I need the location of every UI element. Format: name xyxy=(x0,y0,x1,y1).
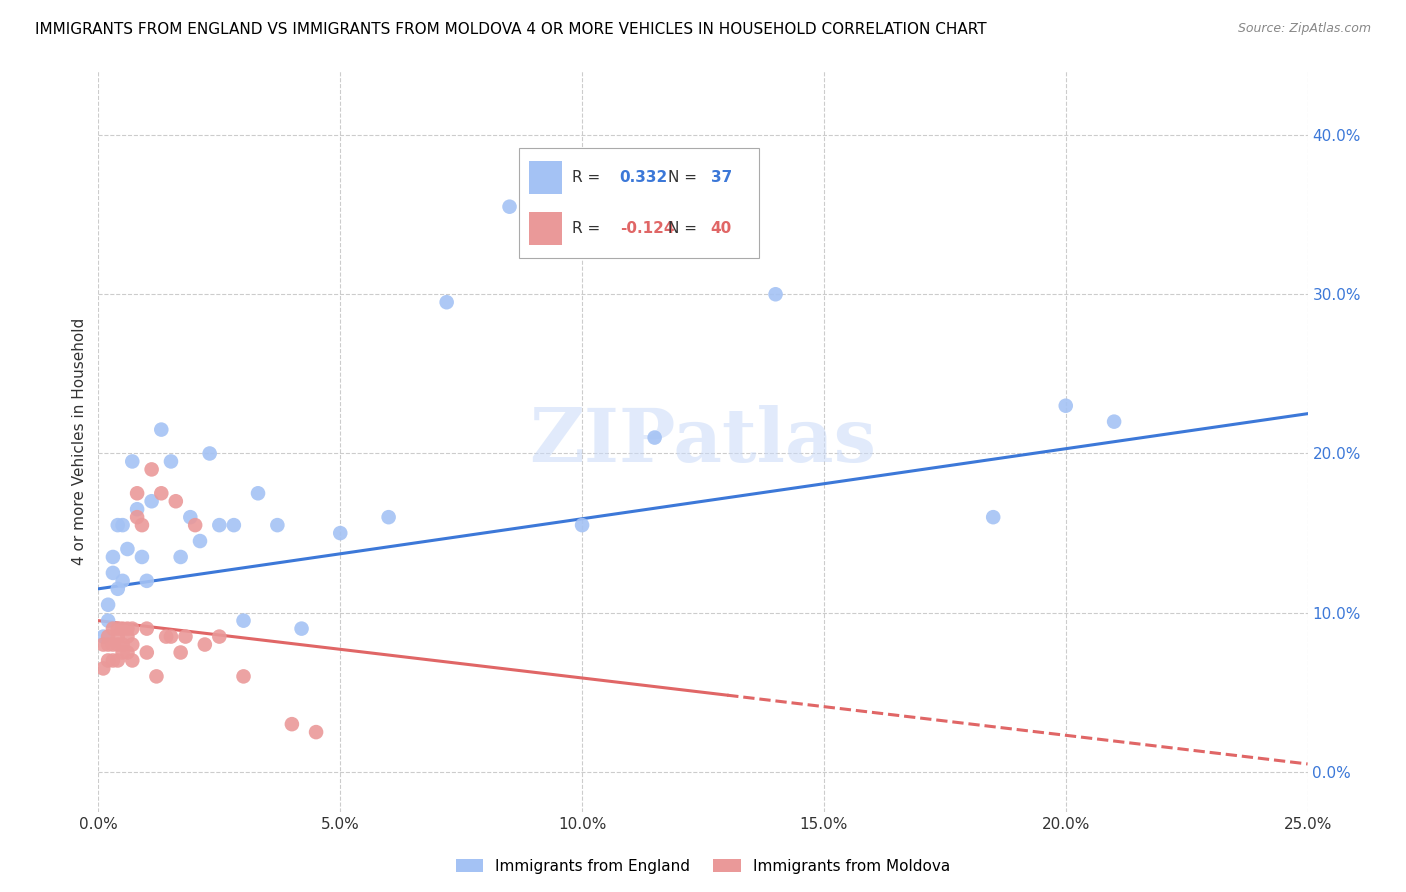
Legend: Immigrants from England, Immigrants from Moldova: Immigrants from England, Immigrants from… xyxy=(450,853,956,880)
Point xyxy=(194,638,217,652)
Point xyxy=(131,549,153,564)
Point xyxy=(97,614,120,628)
Point xyxy=(179,510,201,524)
Point xyxy=(117,622,139,636)
FancyBboxPatch shape xyxy=(529,161,562,194)
Point xyxy=(765,287,787,301)
Point xyxy=(135,574,157,588)
Point xyxy=(91,630,114,644)
FancyBboxPatch shape xyxy=(529,212,562,245)
Point xyxy=(101,566,124,580)
Text: N =: N = xyxy=(668,221,702,236)
Y-axis label: 4 or more Vehicles in Household: 4 or more Vehicles in Household xyxy=(72,318,87,566)
Text: Source: ZipAtlas.com: Source: ZipAtlas.com xyxy=(1237,22,1371,36)
Point xyxy=(111,518,134,533)
Text: R =: R = xyxy=(572,170,605,186)
Point xyxy=(174,630,197,644)
Text: ZIPatlas: ZIPatlas xyxy=(530,405,876,478)
Point xyxy=(169,549,191,564)
Text: 40: 40 xyxy=(711,221,733,236)
Point xyxy=(127,510,149,524)
Point xyxy=(266,518,288,533)
Point xyxy=(107,638,129,652)
Point xyxy=(117,630,139,644)
Point xyxy=(101,622,124,636)
Point xyxy=(107,630,129,644)
Point xyxy=(91,661,114,675)
Point xyxy=(232,669,254,683)
Point xyxy=(101,653,124,667)
Point xyxy=(188,534,211,549)
Point xyxy=(97,653,120,667)
Point xyxy=(208,630,231,644)
Point xyxy=(208,518,231,533)
Point xyxy=(107,653,129,667)
Point xyxy=(145,669,167,683)
Point xyxy=(127,486,149,500)
Point xyxy=(107,582,129,596)
Point xyxy=(290,622,312,636)
Point xyxy=(131,518,153,533)
Point xyxy=(436,295,458,310)
Point xyxy=(571,518,593,533)
Point xyxy=(101,638,124,652)
Point xyxy=(135,622,157,636)
Point xyxy=(498,200,520,214)
Text: 0.332: 0.332 xyxy=(620,170,668,186)
Point xyxy=(281,717,304,731)
Text: IMMIGRANTS FROM ENGLAND VS IMMIGRANTS FROM MOLDOVA 4 OR MORE VEHICLES IN HOUSEHO: IMMIGRANTS FROM ENGLAND VS IMMIGRANTS FR… xyxy=(35,22,987,37)
Point xyxy=(160,630,183,644)
FancyBboxPatch shape xyxy=(519,148,759,258)
Point xyxy=(117,646,139,660)
Point xyxy=(107,622,129,636)
Point xyxy=(169,646,191,660)
Point xyxy=(141,494,163,508)
Text: N =: N = xyxy=(668,170,702,186)
Point xyxy=(329,526,352,541)
Point xyxy=(117,541,139,556)
Point xyxy=(141,462,163,476)
Point xyxy=(222,518,245,533)
Point xyxy=(127,502,149,516)
Point xyxy=(111,574,134,588)
Point xyxy=(232,614,254,628)
Point xyxy=(377,510,399,524)
Point xyxy=(97,638,120,652)
Text: -0.124: -0.124 xyxy=(620,221,673,236)
Point xyxy=(97,630,120,644)
Point xyxy=(184,518,207,533)
Point xyxy=(305,725,328,739)
Point xyxy=(121,454,143,468)
Point xyxy=(150,423,173,437)
Point xyxy=(981,510,1004,524)
Point xyxy=(111,622,134,636)
Point xyxy=(121,638,143,652)
Point xyxy=(111,638,134,652)
Point xyxy=(644,431,666,445)
Point xyxy=(198,446,221,460)
Point xyxy=(165,494,187,508)
Point xyxy=(91,638,114,652)
Point xyxy=(101,549,124,564)
Point xyxy=(121,653,143,667)
Point xyxy=(1054,399,1077,413)
Point xyxy=(97,598,120,612)
Point xyxy=(107,518,129,533)
Point xyxy=(135,646,157,660)
Point xyxy=(121,622,143,636)
Point xyxy=(111,646,134,660)
Text: R =: R = xyxy=(572,221,605,236)
Point xyxy=(150,486,173,500)
Point xyxy=(155,630,177,644)
Point xyxy=(247,486,270,500)
Text: 37: 37 xyxy=(711,170,733,186)
Point xyxy=(1102,415,1125,429)
Point xyxy=(160,454,183,468)
